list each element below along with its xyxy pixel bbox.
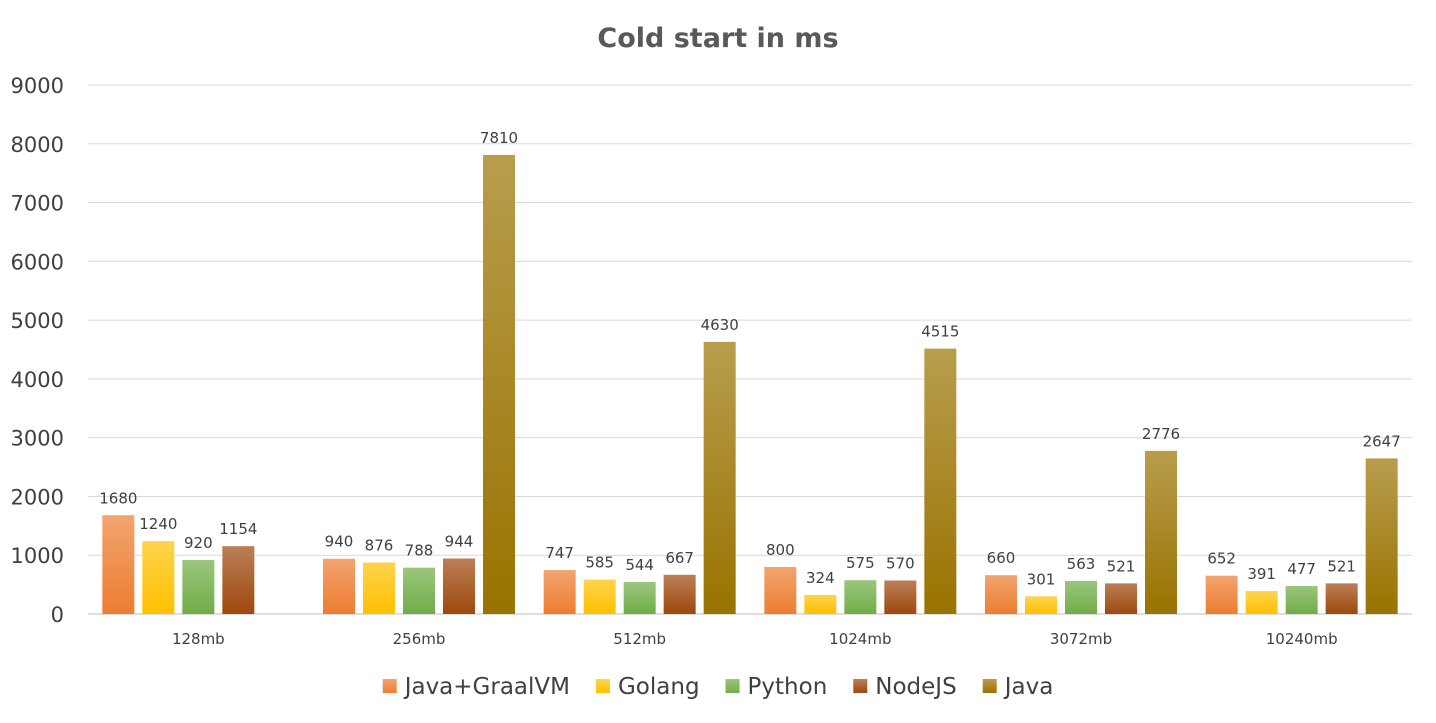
bar-java-3072mb: [1145, 450, 1177, 614]
data-label: 563: [1067, 555, 1096, 573]
data-label: 940: [325, 533, 354, 551]
bar-java-graalvm-1024mb: [764, 566, 797, 614]
data-label: 876: [365, 537, 394, 555]
data-label: 521: [1107, 557, 1136, 575]
bar-python-3072mb: [1065, 580, 1097, 614]
x-tick-label: 10240mb: [1266, 630, 1338, 648]
data-label: 4630: [701, 316, 739, 334]
data-label: 2776: [1142, 425, 1180, 443]
legend-swatch: [725, 679, 740, 693]
data-label: 570: [886, 554, 915, 572]
y-tick-label: 5000: [11, 309, 64, 333]
y-tick-label: 8000: [11, 133, 64, 157]
data-label: 7810: [480, 129, 518, 147]
data-label: 1154: [219, 520, 257, 538]
bar-java-256mb: [483, 154, 515, 614]
data-label: 324: [806, 569, 835, 587]
y-tick-label: 0: [51, 603, 64, 627]
data-label: 660: [987, 549, 1016, 567]
bar-nodejs-256mb: [443, 558, 475, 614]
bar-python-1024mb: [844, 580, 877, 614]
bar-python-512mb: [623, 582, 656, 614]
x-tick-label: 512mb: [613, 630, 666, 648]
data-label: 4515: [921, 323, 959, 341]
legend-label: Python: [748, 674, 828, 700]
bar-golang-1024mb: [804, 594, 837, 614]
y-tick-label: 1000: [11, 544, 64, 568]
bar-java-graalvm-512mb: [543, 570, 576, 614]
legend-swatch: [595, 679, 610, 693]
data-label: 667: [665, 549, 694, 567]
legend-label: NodeJS: [875, 674, 956, 700]
data-label: 521: [1327, 557, 1356, 575]
gridlines: [88, 84, 1412, 615]
data-label: 788: [405, 542, 434, 560]
data-label: 477: [1287, 560, 1316, 578]
y-tick-label: 4000: [11, 368, 64, 392]
data-label: 301: [1027, 570, 1056, 588]
data-label: 585: [585, 554, 614, 572]
data-label: 2647: [1363, 432, 1401, 450]
data-label: 391: [1247, 565, 1276, 583]
bar-golang-512mb: [583, 579, 616, 614]
bars: [102, 154, 1398, 614]
bar-python-10240mb: [1285, 585, 1318, 614]
data-label: 944: [445, 533, 474, 551]
bar-java-graalvm-256mb: [323, 558, 355, 614]
legend-label: Golang: [618, 674, 700, 700]
chart-title: Cold start in ms: [597, 23, 838, 54]
bar-java-512mb: [703, 341, 736, 614]
x-tick-label: 128mb: [172, 630, 225, 648]
y-tick-label: 2000: [11, 485, 64, 509]
bar-java-graalvm-128mb: [102, 515, 135, 614]
bar-golang-10240mb: [1245, 591, 1278, 614]
y-tick-label: 9000: [11, 74, 64, 98]
bar-python-256mb: [403, 567, 435, 614]
legend-swatch: [853, 679, 868, 693]
bar-golang-128mb: [142, 541, 175, 614]
legend-label: Java: [1003, 674, 1054, 700]
data-label: 800: [766, 541, 795, 559]
y-tick-label: 7000: [11, 192, 64, 216]
y-tick-label: 6000: [11, 250, 64, 274]
bar-java-graalvm-3072mb: [985, 575, 1017, 614]
legend-label: Java+GraalVM: [403, 674, 570, 700]
legend-item-golang: Golang: [595, 674, 700, 700]
data-label: 575: [846, 554, 875, 572]
legend: Java+GraalVM Golang Python NodeJS Java: [382, 674, 1054, 700]
data-label: 652: [1207, 550, 1236, 568]
data-label: 1240: [139, 515, 177, 533]
x-tick-label: 256mb: [393, 630, 446, 648]
bar-golang-256mb: [363, 562, 395, 614]
x-tick-label: 3072mb: [1050, 630, 1112, 648]
bar-nodejs-10240mb: [1325, 583, 1358, 614]
bar-golang-3072mb: [1025, 596, 1057, 614]
x-tick-label: 1024mb: [829, 630, 891, 648]
data-label: 1680: [99, 489, 137, 507]
data-label: 544: [625, 556, 654, 574]
bar-nodejs-512mb: [663, 574, 696, 614]
legend-item-java: Java: [982, 674, 1054, 700]
legend-item-nodejs: NodeJS: [853, 674, 957, 700]
y-axis-ticks: 0 1000 2000 3000 4000 5000 6000 7000 8000 9000: [11, 74, 64, 627]
legend-swatch: [982, 679, 997, 693]
bar-nodejs-128mb: [222, 546, 255, 614]
bar-java-graalvm-10240mb: [1205, 575, 1238, 614]
bar-nodejs-1024mb: [884, 580, 917, 614]
bar-python-128mb: [182, 559, 215, 614]
bar-java-10240mb: [1365, 458, 1398, 614]
legend-item-java-graalvm: Java+GraalVM: [382, 674, 570, 700]
data-label: 747: [545, 544, 574, 562]
data-label: 920: [184, 534, 213, 552]
legend-swatch: [382, 679, 397, 693]
bar-java-1024mb: [924, 348, 957, 614]
x-axis-ticks: 128mb 256mb 512mb 1024mb 3072mb 10240mb: [172, 630, 1338, 648]
legend-item-python: Python: [725, 674, 828, 700]
y-tick-label: 3000: [11, 427, 64, 451]
bar-nodejs-3072mb: [1105, 583, 1137, 614]
